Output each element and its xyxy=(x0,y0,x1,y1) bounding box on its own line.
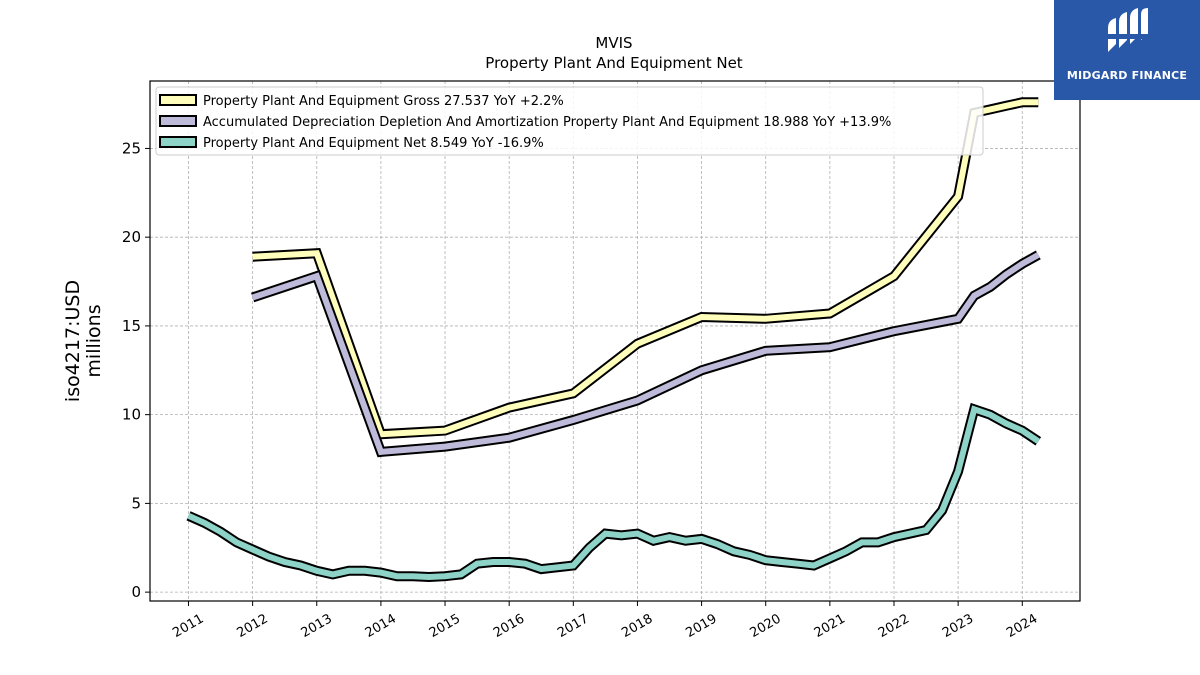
y-axis-label-line1: iso4217:USD xyxy=(62,280,84,402)
legend-label-0: Property Plant And Equipment Gross 27.53… xyxy=(203,94,564,109)
x-tick-label: 2023 xyxy=(940,611,976,641)
x-tick-label: 2015 xyxy=(427,611,463,641)
series-line-1 xyxy=(251,252,1040,456)
x-tick-label: 2018 xyxy=(619,611,655,641)
x-tick-label: 2011 xyxy=(170,611,206,641)
y-axis-label-line2: millions xyxy=(83,304,105,377)
x-tick-label: 2013 xyxy=(299,611,335,641)
x-tick-label: 2024 xyxy=(1004,611,1040,641)
series-line-0 xyxy=(252,99,1039,438)
y-tick-label: 0 xyxy=(131,583,141,601)
x-tick-label: 2021 xyxy=(812,611,848,641)
y-tick-label: 5 xyxy=(131,494,141,512)
legend-swatch-0 xyxy=(159,94,197,106)
x-tick-label: 2017 xyxy=(555,611,591,641)
series-layer xyxy=(186,97,1042,583)
y-tick-label: 15 xyxy=(122,317,141,335)
legend-swatch-2 xyxy=(159,136,197,148)
chart-title: MVIS xyxy=(595,34,632,52)
series-outline-2 xyxy=(186,402,1042,583)
chart-subtitle: Property Plant And Equipment Net xyxy=(485,54,742,72)
x-tick-label: 2022 xyxy=(876,611,912,641)
x-tick-label: 2012 xyxy=(234,611,270,641)
y-tick-label: 25 xyxy=(122,139,141,157)
logo-mark-icon xyxy=(1106,8,1150,52)
x-tick-label: 2019 xyxy=(683,611,719,641)
legend: Property Plant And Equipment Gross 27.53… xyxy=(155,86,984,156)
plot-area-frame xyxy=(149,80,1081,602)
legend-box xyxy=(155,86,984,156)
x-tick-label: 2020 xyxy=(748,611,784,641)
grid-layer xyxy=(150,81,1080,601)
series-line-2 xyxy=(187,405,1040,581)
midgard-finance-logo: MIDGARD FINANCE xyxy=(1054,0,1200,100)
legend-swatch-1 xyxy=(159,115,197,127)
y-tick-label: 10 xyxy=(122,406,141,424)
legend-label-1: Accumulated Depreciation Depletion And A… xyxy=(203,115,891,130)
y-tick-label: 20 xyxy=(122,228,141,246)
logo-text: MIDGARD FINANCE xyxy=(1066,69,1188,82)
legend-label-2: Property Plant And Equipment Net 8.549 Y… xyxy=(203,136,544,151)
x-tick-label: 2016 xyxy=(491,611,527,641)
x-tick-label: 2014 xyxy=(363,611,399,641)
